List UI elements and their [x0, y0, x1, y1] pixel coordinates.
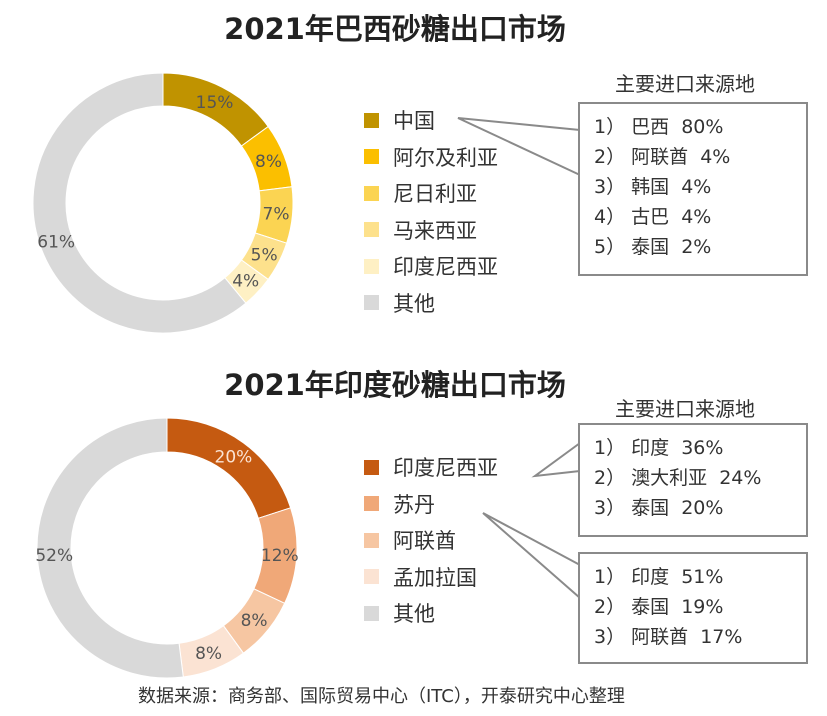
data-label: 5% — [251, 246, 278, 266]
legend-brazil: 中国阿尔及利亚尼日利亚马来西亚印度尼西亚其他 — [364, 102, 498, 321]
legend-swatch — [364, 185, 379, 201]
callout-item: 2） 澳大利亚 24% — [594, 467, 762, 489]
legend-item: 阿联酋 — [364, 522, 498, 559]
legend-label: 中国 — [393, 109, 435, 134]
data-label: 61% — [37, 232, 75, 252]
legend-item: 尼日利亚 — [364, 175, 498, 212]
callout-line-china — [457, 117, 581, 176]
legend-swatch — [364, 569, 379, 585]
legend-item: 其他 — [364, 595, 498, 632]
donut-slice-1 — [166, 417, 292, 519]
legend-label: 其他 — [393, 602, 435, 627]
legend-label: 其他 — [393, 291, 435, 316]
callout-item: 1） 印度 36% — [594, 437, 724, 459]
callout-box-indonesia: 1） 印度 36% 2） 澳大利亚 24% 3） 泰国 20% — [578, 423, 808, 537]
donut-slice-6 — [32, 72, 247, 334]
legend-swatch — [364, 496, 379, 512]
callout-item: 3） 泰国 20% — [594, 497, 724, 519]
donut-brazil: 15% 8% 7% 5% 4% 61% — [32, 72, 294, 334]
callout-item: 1） 印度 51% — [594, 566, 724, 588]
legend-label: 印度尼西亚 — [393, 456, 498, 481]
legend-item: 印度尼西亚 — [364, 248, 498, 285]
donut-slice-5 — [36, 417, 184, 679]
legend-item: 阿尔及利亚 — [364, 139, 498, 176]
legend-swatch — [364, 459, 379, 475]
callout-title-brazil: 主要进口来源地 — [615, 72, 755, 96]
legend-label: 苏丹 — [393, 492, 435, 517]
legend-swatch — [364, 149, 379, 165]
callout-item: 5） 泰国 2% — [594, 236, 712, 258]
callout-item: 1） 巴西 80% — [594, 116, 724, 138]
legend-swatch — [364, 222, 379, 238]
callout-line-indonesia — [531, 442, 581, 478]
legend-swatch — [364, 295, 379, 311]
data-label: 8% — [241, 611, 268, 631]
callout-line-sudan — [482, 512, 581, 599]
callout-box-china: 1） 巴西 80% 2） 阿联酋 4% 3） 韩国 4% 4） 古巴 4% 5）… — [578, 102, 808, 276]
data-label: 15% — [196, 93, 234, 113]
data-label: 8% — [255, 152, 282, 172]
legend-label: 马来西亚 — [393, 218, 477, 243]
legend-label: 阿尔及利亚 — [393, 145, 498, 170]
legend-item: 苏丹 — [364, 486, 498, 523]
callout-item: 4） 古巴 4% — [594, 206, 712, 228]
chart-title-brazil: 2021年巴西砂糖出口市场 — [224, 12, 566, 46]
chart-title-india: 2021年印度砂糖出口市场 — [224, 368, 566, 402]
data-label: 8% — [195, 644, 222, 664]
callout-item: 3） 阿联酋 17% — [594, 626, 743, 648]
legend-swatch — [364, 532, 379, 548]
legend-item: 印度尼西亚 — [364, 449, 498, 486]
legend-item: 中国 — [364, 102, 498, 139]
data-label: 7% — [263, 205, 290, 225]
callout-box-sudan: 1） 印度 51% 2） 泰国 19% 3） 阿联酋 17% — [578, 552, 808, 664]
data-label: 4% — [232, 272, 259, 292]
legend-label: 印度尼西亚 — [393, 255, 498, 280]
donut-india: 20% 12% 8% 8% 52% — [35, 417, 299, 679]
callout-item: 3） 韩国 4% — [594, 176, 712, 198]
legend-label: 孟加拉国 — [393, 565, 477, 590]
legend-label: 阿联酋 — [393, 529, 456, 554]
legend-label: 尼日利亚 — [393, 182, 477, 207]
data-label: 52% — [35, 546, 73, 566]
callout-item: 2） 泰国 19% — [594, 596, 724, 618]
callout-item: 2） 阿联酋 4% — [594, 146, 731, 168]
legend-item: 其他 — [364, 285, 498, 322]
legend-india: 印度尼西亚苏丹阿联酋孟加拉国其他 — [364, 449, 498, 632]
legend-item: 马来西亚 — [364, 212, 498, 249]
legend-item: 孟加拉国 — [364, 559, 498, 596]
legend-swatch — [364, 112, 379, 128]
source-note: 数据来源：商务部、国际贸易中心（ITC），开泰研究中心整理 — [138, 686, 625, 707]
data-label: 20% — [215, 448, 253, 468]
legend-swatch — [364, 605, 379, 621]
data-label: 12% — [261, 546, 299, 566]
legend-swatch — [364, 258, 379, 274]
callout-title-india: 主要进口来源地 — [615, 397, 755, 421]
